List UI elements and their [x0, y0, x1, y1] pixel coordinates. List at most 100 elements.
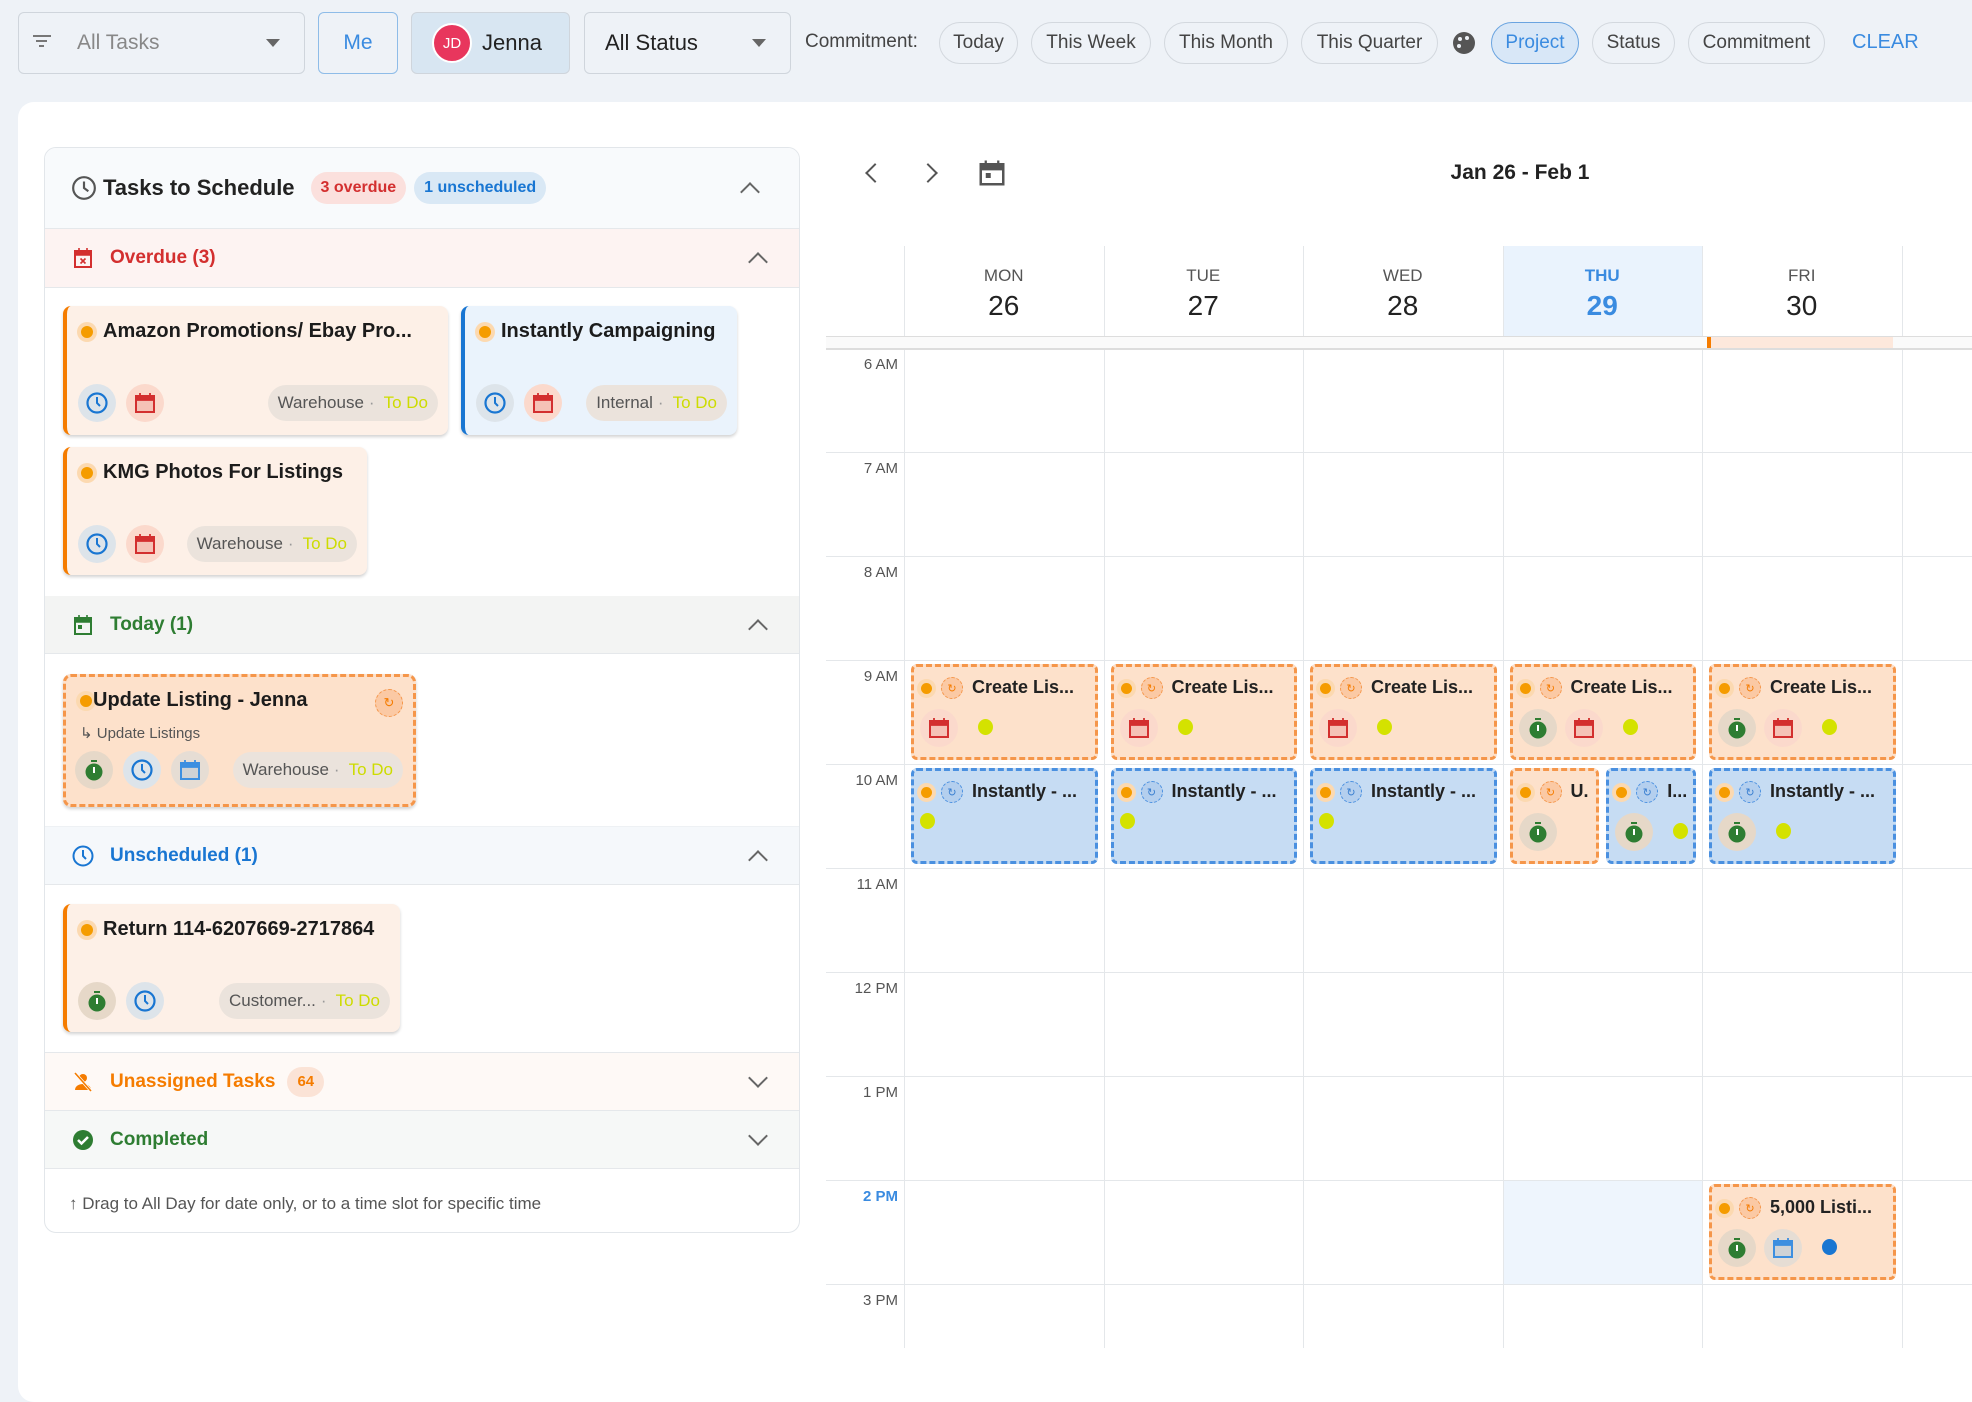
calendar-icon[interactable] [1319, 709, 1357, 747]
chevron-down-icon [748, 1125, 768, 1146]
event-title: U. [1570, 781, 1589, 801]
clock-icon[interactable] [476, 384, 514, 422]
timer-icon[interactable] [1615, 813, 1654, 851]
task-card[interactable]: KMG Photos For Listings Warehouse · To Do [63, 447, 367, 575]
status-label: To Do [335, 991, 380, 1010]
calendar-icon[interactable] [920, 709, 958, 747]
calendar-icon[interactable] [1119, 709, 1158, 747]
recurring-icon: ↻ [375, 689, 403, 717]
task-card[interactable]: Instantly Campaigning Internal · To Do [461, 306, 737, 435]
calendar-event[interactable]: ↻ Create Lis... [1110, 664, 1297, 760]
all-day-event[interactable] [1707, 337, 1893, 348]
priority-dot-icon [1719, 1203, 1730, 1214]
task-card[interactable]: Update Listing - Jenna ↻ ↳ Update Listings… [63, 674, 416, 807]
chip-this-week[interactable]: This Week [1031, 22, 1151, 64]
status-dot [1119, 813, 1135, 829]
calendar-event[interactable]: ↻ 5,000 Listi... [1709, 1184, 1896, 1280]
clock-icon [72, 845, 94, 866]
project-status-pill[interactable]: Warehouse · To Do [186, 526, 357, 562]
person-off-icon [73, 1071, 93, 1092]
calendar-icon[interactable] [524, 384, 562, 422]
timer-icon[interactable] [78, 982, 116, 1020]
today-section-header[interactable]: Today (1) [45, 596, 799, 654]
me-button[interactable]: Me [318, 12, 398, 74]
chip-this-quarter[interactable]: This Quarter [1301, 22, 1438, 64]
calendar-event[interactable]: ↻ Create Lis... [1709, 664, 1896, 760]
clear-button[interactable]: CLEAR [1852, 31, 1919, 53]
day-date: 26 [988, 290, 1020, 321]
calendar-icon[interactable] [1764, 1229, 1802, 1267]
task-card[interactable]: Return 114-6207669-2717864 Customer... · To… [63, 904, 400, 1032]
priority-dot-icon [1320, 683, 1331, 694]
calendar-event[interactable]: ↻ Instantly - ... [1310, 768, 1497, 864]
calendar-icon[interactable] [126, 525, 164, 563]
task-title: Amazon Promotions/ Ebay Pro... [103, 320, 412, 342]
timer-icon[interactable] [1718, 813, 1756, 851]
status-filter-select[interactable]: All Status [584, 12, 791, 74]
chip-commitment[interactable]: Commitment [1688, 22, 1825, 64]
timer-icon[interactable] [75, 751, 113, 789]
calendar-event[interactable]: ↻ U. [1509, 768, 1600, 864]
unassigned-section-header[interactable]: Unassigned Tasks 64 [45, 1052, 799, 1111]
day-header-tue[interactable]: TUE 27 [1104, 246, 1304, 336]
day-header-fri[interactable]: FRI 30 [1702, 246, 1902, 336]
recurring-icon: ↻ [941, 677, 963, 699]
project-status-pill[interactable]: Warehouse · To Do [232, 752, 403, 788]
calendar-icon[interactable] [1564, 709, 1603, 747]
calendar-icon[interactable] [1764, 709, 1802, 747]
overdue-section-header[interactable]: Overdue (3) [45, 229, 799, 288]
calendar-event[interactable]: ↻ Instantly - ... [911, 768, 1098, 864]
unassigned-count-badge: 64 [287, 1066, 325, 1097]
calendar-event[interactable]: ↻ Instantly - ... [1709, 768, 1896, 864]
timer-icon[interactable] [1518, 813, 1557, 851]
calendar-event[interactable]: ↻ Create Lis... [1509, 664, 1696, 760]
tasks-to-schedule-header[interactable]: Tasks to Schedule 3 overdue 1 unschedule… [45, 148, 799, 229]
hour-line [826, 1076, 1972, 1077]
event-title: Create Lis... [1770, 677, 1873, 697]
chip-label: This Week [1046, 32, 1136, 53]
day-header-mon[interactable]: MON 26 [904, 246, 1104, 336]
chip-status[interactable]: Status [1592, 22, 1675, 64]
chevron-up-icon[interactable] [740, 182, 760, 202]
calendar-event[interactable]: ↻ Instantly - ... [1110, 768, 1297, 864]
timer-icon[interactable] [1518, 709, 1557, 747]
event-title: 5,000 Listi... [1770, 1197, 1873, 1217]
user-filter-button[interactable]: JD Jenna [411, 12, 570, 74]
user-name: Jenna [482, 30, 542, 55]
calendar-event[interactable]: ↻ Create Lis... [1310, 664, 1497, 760]
chip-this-month[interactable]: This Month [1164, 22, 1288, 64]
chevron-down-icon [748, 1067, 768, 1088]
completed-section-header[interactable]: Completed [45, 1111, 799, 1169]
parent-task-title: Update Listings [96, 725, 201, 742]
task-card[interactable]: Amazon Promotions/ Ebay Pro... Warehouse ·… [63, 306, 448, 435]
calendar-today-icon[interactable] [977, 157, 1007, 189]
day-header-thu[interactable]: THU 29 [1503, 246, 1703, 336]
priority-dot-icon [1519, 683, 1531, 694]
chip-label: Commitment [1702, 32, 1811, 53]
chip-project[interactable]: Project [1491, 22, 1579, 64]
project-status-pill[interactable]: Internal · To Do [586, 385, 727, 421]
recurring-icon: ↻ [1340, 677, 1362, 699]
timer-icon[interactable] [1718, 709, 1756, 747]
project-status-pill[interactable]: Customer... · To Do [218, 983, 390, 1019]
timer-icon[interactable] [1718, 1229, 1756, 1267]
clock-icon[interactable] [78, 525, 116, 563]
project-status-pill[interactable]: Warehouse · To Do [267, 385, 438, 421]
clock-icon[interactable] [123, 751, 161, 789]
day-date: 28 [1387, 290, 1419, 321]
recurring-icon: ↻ [941, 781, 963, 803]
calendar-icon[interactable] [171, 751, 209, 789]
chip-label: Status [1606, 32, 1661, 53]
calendar-icon[interactable] [126, 384, 164, 422]
day-header-wed[interactable]: WED 28 [1303, 246, 1503, 336]
unscheduled-section-header[interactable]: Unscheduled (1) [45, 826, 799, 885]
priority-dot-icon [1719, 787, 1730, 798]
calendar-event[interactable]: ↻ Create Lis... [911, 664, 1098, 760]
calendar-event[interactable]: ↻ I... [1606, 768, 1696, 864]
status-dot [1377, 719, 1392, 735]
clock-icon[interactable] [78, 384, 116, 422]
priority-dot-icon [80, 695, 92, 707]
clock-icon[interactable] [126, 982, 164, 1020]
task-filter-select[interactable]: All Tasks [18, 12, 305, 74]
chip-today[interactable]: Today [939, 22, 1018, 64]
